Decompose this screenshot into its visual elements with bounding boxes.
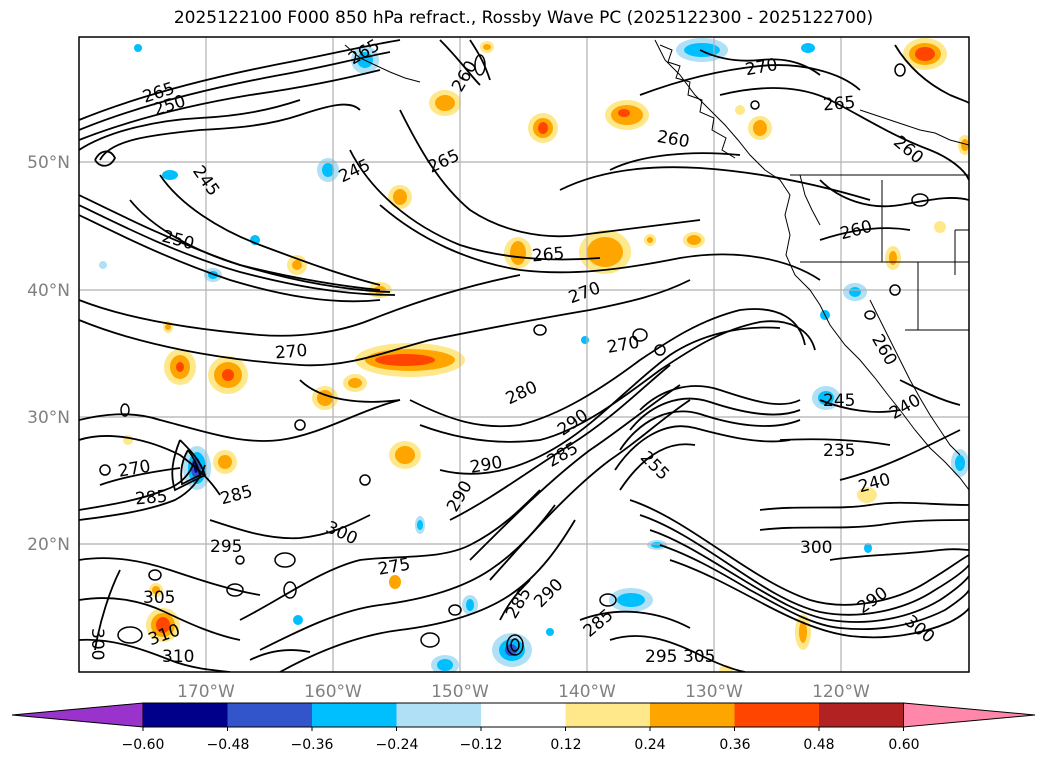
- positive-anomaly-shading: [123, 38, 969, 672]
- contour-label: 270: [606, 333, 641, 358]
- colorbar-tick-label: −0.12: [460, 737, 503, 753]
- contour-label: 300: [901, 611, 939, 647]
- contour-label: 300: [800, 538, 832, 558]
- contour-label: 300: [87, 628, 107, 660]
- colorbar-tick-label: −0.48: [207, 737, 250, 753]
- contour-label: 290: [530, 575, 567, 612]
- colorbar-segment: [227, 703, 312, 727]
- contour-label: 305: [143, 588, 175, 608]
- contour-label: 285: [580, 605, 618, 641]
- colorbar-tick-label: 0.48: [803, 737, 834, 753]
- contour-label: 235: [823, 441, 855, 461]
- contour-label: 290: [469, 453, 504, 478]
- colorbar-segment: [650, 703, 735, 727]
- small-contour-loops: [99, 54, 929, 656]
- contour-label: 265: [822, 93, 856, 116]
- contour-label: 260: [889, 132, 927, 168]
- contour-label: 260: [838, 217, 875, 245]
- refractivity-contours: [79, 39, 969, 672]
- contour-label: 305: [683, 647, 715, 667]
- contour-label: 260: [448, 57, 482, 95]
- colorbar-extend-min: [11, 702, 144, 728]
- contour-label: 260: [656, 127, 691, 152]
- colorbar-tick-label: 0.24: [634, 737, 665, 753]
- colorbar-tick-label: −0.60: [122, 737, 165, 753]
- contour-label: 310: [162, 647, 194, 667]
- colorbar-tick-label: −0.24: [376, 737, 419, 753]
- colorbar-extend-max: [903, 702, 1036, 728]
- colorbar-segment: [819, 703, 904, 727]
- longitude-label: 120°W: [812, 682, 870, 702]
- contour-label: 265: [425, 146, 463, 178]
- contour-label: 270: [566, 278, 603, 308]
- contour-label: 270: [744, 55, 779, 80]
- figure-title: 2025122100 F000 850 hPa refract., Rossby…: [173, 8, 874, 28]
- colorbar-tick-label: 0.12: [550, 737, 581, 753]
- contour-labels: 265 250 245 250 260 265 245 265 270 260 …: [87, 37, 939, 667]
- contour-label: 265: [531, 244, 565, 267]
- contour-label: 270: [117, 456, 152, 481]
- colorbar-ticks: −0.60 −0.48 −0.36 −0.24 −0.12 0.12 0.24 …: [122, 737, 920, 753]
- longitude-axis: 170°W 160°W 150°W 140°W 130°W 120°W: [177, 682, 870, 702]
- latitude-axis: 50°N 40°N 30°N 20°N: [27, 153, 70, 555]
- colorbar-tick-label: −0.36: [291, 737, 334, 753]
- colorbar-tick-label: 0.36: [719, 737, 750, 753]
- contour-label: 255: [636, 447, 673, 484]
- contour-label: 245: [336, 155, 374, 187]
- contour-label: 295: [645, 647, 677, 667]
- contour-label: 290: [443, 477, 477, 515]
- contour-label: 285: [134, 487, 168, 510]
- latitude-label: 20°N: [27, 535, 70, 555]
- latitude-label: 40°N: [27, 281, 70, 301]
- contour-label: 245: [188, 162, 223, 200]
- contour-label: 285: [218, 482, 255, 510]
- latitude-label: 30°N: [27, 408, 70, 428]
- contour-label: 260: [867, 331, 901, 369]
- colorbar: [11, 702, 1036, 731]
- longitude-label: 170°W: [177, 682, 235, 702]
- colorbar-segment: [565, 703, 650, 727]
- colorbar-outline: [142, 702, 904, 728]
- latitude-label: 50°N: [27, 153, 70, 173]
- gridlines: [79, 37, 969, 672]
- longitude-label: 160°W: [304, 682, 362, 702]
- colorbar-tick-label: 0.60: [888, 737, 919, 753]
- longitude-label: 150°W: [431, 682, 489, 702]
- colorbar-segment: [481, 703, 566, 727]
- colorbar-segment: [734, 703, 819, 727]
- contour-label: 285: [544, 438, 582, 472]
- contour-label: 295: [210, 537, 242, 557]
- colorbar-segment: [312, 703, 397, 727]
- contour-label: 245: [823, 391, 855, 411]
- contour-label: 250: [160, 227, 197, 255]
- contour-label: 270: [274, 341, 308, 364]
- longitude-label: 140°W: [558, 682, 616, 702]
- map-frame: [78, 36, 970, 673]
- contour-label: 280: [503, 377, 541, 409]
- colorbar-segment: [143, 703, 228, 727]
- longitude-label: 130°W: [685, 682, 743, 702]
- colorbar-segment: [396, 703, 481, 727]
- contour-label: 285: [502, 584, 536, 622]
- contour-label: 275: [377, 554, 412, 579]
